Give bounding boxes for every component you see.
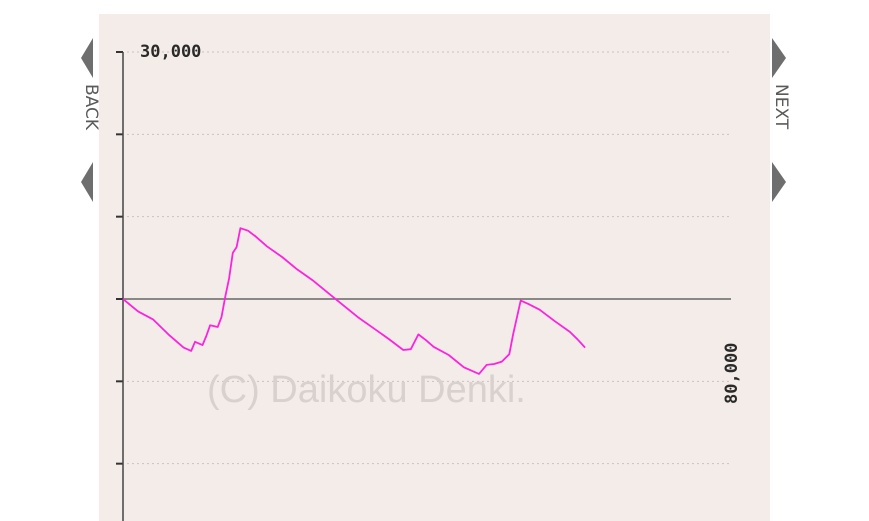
y-axis-top-tick-label: 30,000 — [140, 42, 201, 62]
chart-svg: (C) Daikoku Denki. 30,000 80,000 — [116, 42, 742, 521]
back-button[interactable]: BACK — [78, 38, 104, 204]
next-label: NEXT — [771, 84, 791, 130]
gridlines — [127, 51, 731, 465]
back-arrow-down-icon — [81, 162, 93, 202]
back-arrow-up-icon — [81, 38, 93, 78]
back-label: BACK — [81, 84, 101, 131]
series-layer — [122, 227, 586, 375]
watermark-text: (C) Daikoku Denki. — [207, 369, 526, 411]
next-arrow-up-icon — [772, 38, 786, 78]
next-button[interactable]: NEXT — [770, 38, 796, 204]
axes — [116, 51, 731, 521]
series-line — [122, 227, 586, 375]
x-axis-end-tick-label: 80,000 — [722, 343, 742, 404]
next-arrow-down-icon — [772, 162, 786, 202]
chart-panel: (C) Daikoku Denki. 30,000 80,000 — [99, 14, 770, 521]
